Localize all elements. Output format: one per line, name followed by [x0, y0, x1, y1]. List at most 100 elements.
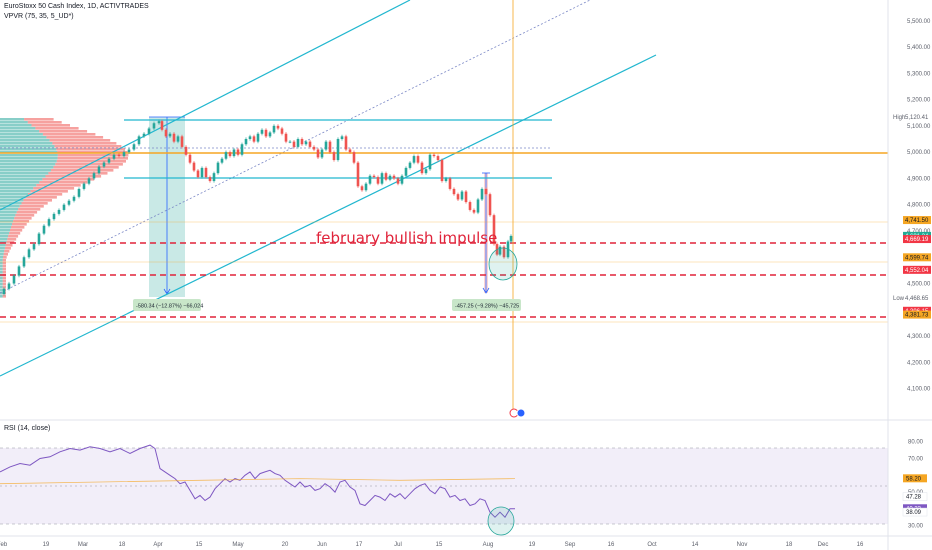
- profile-bar-down: [28, 193, 63, 196]
- candle-body: [220, 158, 224, 163]
- profile-bar-down: [9, 232, 21, 235]
- profile-bar-up: [0, 139, 50, 142]
- profile-bar-up: [0, 205, 20, 208]
- candle-body: [408, 162, 412, 168]
- time-tick: Aug: [483, 542, 494, 548]
- candle-body: [256, 133, 260, 142]
- candle-body: [27, 249, 31, 258]
- event-marker-dot-icon[interactable]: [516, 408, 526, 418]
- candle-body: [168, 133, 172, 137]
- candle-body: [192, 162, 196, 171]
- profile-bar-up: [0, 262, 3, 265]
- candle-body: [260, 129, 264, 134]
- low-value: 4,468.65: [905, 296, 929, 302]
- candle-body: [176, 136, 180, 142]
- candle-body: [376, 177, 380, 184]
- candle-body: [152, 123, 156, 129]
- profile-bar-down: [39, 181, 88, 184]
- symbol-title[interactable]: EuroStoxx 50 Cash Index, 1D, ACTIVTRADES: [4, 3, 149, 10]
- profile-bar-down: [42, 178, 95, 181]
- price-tag-label: 4,381.73: [905, 313, 929, 319]
- vpvr-indicator-label[interactable]: VPVR (75, 35, 5_UD*): [4, 13, 74, 20]
- candle-body: [87, 178, 91, 184]
- candle-body: [102, 162, 106, 167]
- candle-body: [400, 175, 404, 184]
- profile-bar-down: [2, 259, 6, 262]
- candle-body: [360, 186, 364, 191]
- profile-bar-up: [0, 292, 3, 295]
- candle-body: [300, 139, 304, 145]
- candle-body: [424, 169, 428, 174]
- price-tag: [903, 265, 931, 274]
- profile-bar-down: [12, 223, 27, 226]
- candle-body: [137, 136, 141, 145]
- rsi-tag: [903, 474, 927, 483]
- candle-body: [384, 173, 388, 180]
- candle-body: [200, 167, 204, 178]
- candle-body: [32, 244, 36, 250]
- candle-body: [12, 275, 16, 284]
- profile-bar-down: [3, 256, 7, 259]
- candle-body: [348, 149, 352, 153]
- price-tick: 5,300.00: [907, 71, 931, 77]
- profile-bar-down: [24, 118, 54, 121]
- impulse-annotation: february bullish impulse: [316, 229, 497, 247]
- rsi-tag: [902, 492, 928, 501]
- candle-body: [304, 141, 308, 145]
- price-tag-label: 4,552.04: [905, 268, 929, 274]
- profile-bar-up: [0, 256, 3, 259]
- time-tick: Jul: [394, 542, 402, 548]
- profile-bar-up: [0, 130, 40, 133]
- candle-body: [240, 144, 244, 155]
- candle-body: [484, 188, 488, 195]
- profile-bar-down: [27, 121, 62, 124]
- candle-body: [208, 177, 212, 182]
- profile-bar-down: [57, 154, 129, 157]
- candle-body: [432, 154, 436, 157]
- price-tag-label: 4,599.74: [905, 255, 929, 261]
- profile-bar-up: [0, 247, 5, 250]
- candle-body: [272, 125, 276, 133]
- rsi-tag: [902, 507, 928, 517]
- profile-bar-down: [2, 262, 6, 265]
- candle-body: [142, 133, 146, 137]
- candle-body: [420, 162, 424, 174]
- price-tick: 4,900.00: [907, 176, 931, 182]
- candle-body: [498, 246, 502, 255]
- candle-body: [172, 133, 176, 142]
- rsi-tag-label: 58.20: [906, 476, 922, 482]
- candle-body: [292, 141, 296, 147]
- time-tick: Jun: [317, 542, 327, 548]
- profile-bar-down: [15, 214, 35, 217]
- time-tick: Nov: [737, 542, 748, 548]
- candle-body: [72, 196, 76, 201]
- candle-body: [216, 162, 220, 174]
- candle-body: [476, 199, 480, 213]
- candle-body: [62, 204, 66, 210]
- profile-bar-up: [0, 277, 3, 280]
- profile-bar-down: [4, 247, 11, 250]
- lower-channel-line: [0, 54, 657, 377]
- price-tick: 4,800.00: [907, 203, 931, 209]
- upper-channel-line: [0, 0, 411, 211]
- candle-body: [22, 257, 26, 267]
- rsi-lines-group: [0, 444, 516, 519]
- price-tag: [903, 310, 931, 319]
- profile-bar-up: [0, 226, 11, 229]
- profile-bar-down: [10, 229, 23, 232]
- candle-body: [2, 288, 6, 295]
- price-tick: 5,200.00: [907, 98, 931, 104]
- profile-bar-up: [0, 283, 3, 286]
- profile-bar-down: [30, 190, 68, 193]
- candle-body: [67, 200, 71, 205]
- volume-profile: [0, 118, 129, 298]
- price-axis[interactable]: 5,500.00 5,400.00 5,300.00 5,200.00 5,100.00…: [907, 19, 931, 393]
- rsi-indicator-label[interactable]: RSI (14, close): [4, 425, 51, 432]
- time-tick: 14: [692, 542, 699, 548]
- profile-bar-up: [0, 214, 16, 217]
- candle-body: [312, 146, 316, 150]
- profile-bar-up: [0, 232, 10, 235]
- profile-bar-up: [0, 235, 9, 238]
- time-axis[interactable]: Feb 19 Mar 18 Apr 15 May 20 Jun 17 Jul 15 Aug 19 Sep 16…: [0, 542, 864, 548]
